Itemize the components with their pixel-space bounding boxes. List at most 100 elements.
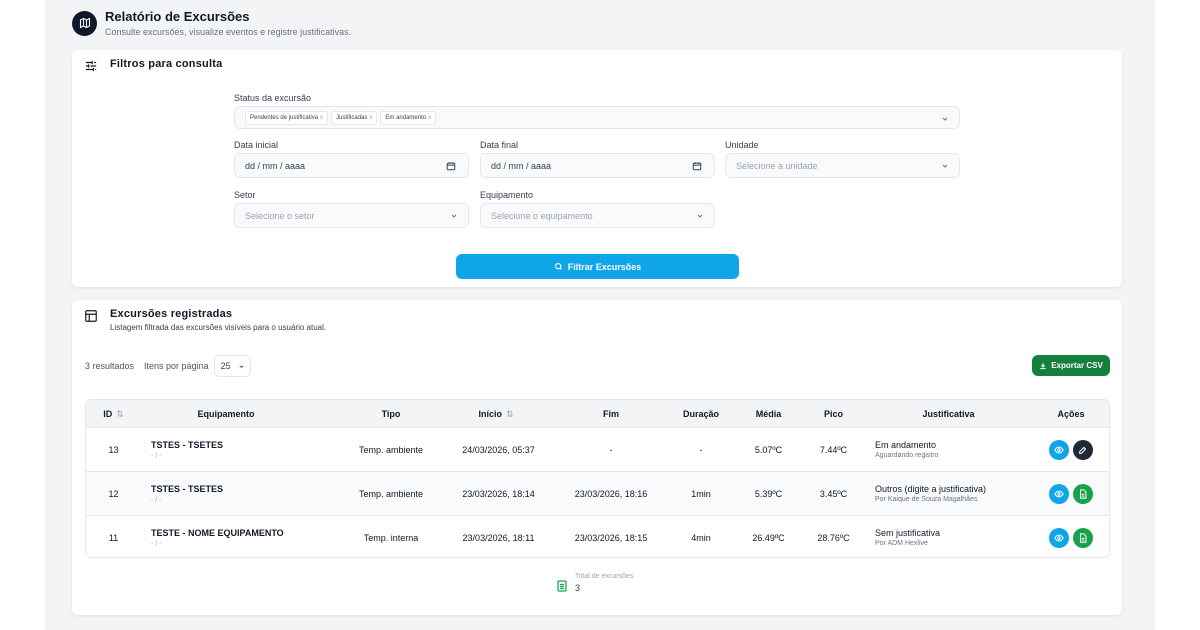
sort-icon[interactable]: ⇅: [505, 408, 514, 419]
cell-equipment: TSTES - TSETES - / -: [151, 439, 224, 460]
date-start-label: Data inicial: [234, 140, 279, 150]
sector-select[interactable]: Selecione o setor: [234, 203, 469, 228]
cell-justification: Outros (digite a justificativa) Por Kaiq…: [875, 484, 987, 503]
excursions-description: Listagem filtrada das excursões visíveis…: [110, 323, 327, 332]
status-chip[interactable]: Em andamento x: [380, 110, 437, 125]
date-start-input[interactable]: dd / mm / aaaa: [234, 153, 469, 178]
sliders-icon: [85, 60, 97, 72]
unit-select[interactable]: Selecione a unidade: [725, 153, 960, 178]
cell-type: Temp. ambiente: [358, 444, 424, 455]
chevron-down-icon: [942, 117, 948, 121]
status-chip[interactable]: Justificadas x: [331, 110, 378, 125]
per-page-label: Itens por página: [144, 361, 209, 371]
cell-start: 23/03/2026, 18:11: [462, 532, 535, 543]
search-icon: [554, 262, 562, 270]
col-duration: Duração: [682, 409, 719, 419]
cell-id: 12: [108, 488, 119, 499]
cell-justification: Sem justificativa Por ADM Hexlive: [875, 528, 941, 547]
excursions-title: Excursões registradas: [110, 308, 233, 320]
cell-end: 23/03/2026, 18:15: [574, 532, 648, 543]
cell-avg: 5.07ºC: [754, 444, 783, 455]
excursions-table: ID ⇅ Equipamento Tipo Início ⇅ Fim Duração…: [85, 399, 1110, 558]
chevron-down-icon: [697, 214, 703, 218]
excursions-header: Excursões registradas Listagem filtrada …: [84, 308, 326, 332]
total-summary: Total de excursões 3: [557, 573, 633, 593]
calendar-icon[interactable]: [446, 161, 456, 171]
calendar-icon[interactable]: [692, 161, 702, 171]
status-multiselect[interactable]: Pendentes de justificativa x Justificadas…: [234, 106, 960, 129]
unit-label: Unidade: [725, 140, 759, 150]
cell-avg: 26.49ºC: [752, 532, 785, 543]
page-subtitle: Consulte excursões, visualize eventos e …: [105, 27, 352, 37]
cell-peak: 7.44ºC: [819, 444, 848, 455]
cell-justification: Em andamento Aguardando registro: [875, 440, 939, 459]
app-header: Relatório de Excursões Consulte excursõe…: [72, 9, 351, 37]
table-icon: [85, 310, 97, 322]
sort-icon[interactable]: ⇅: [116, 408, 124, 419]
col-justification: Justificativa: [922, 409, 975, 419]
cell-actions: [1031, 472, 1109, 515]
table-row: 12 TSTES - TSETES - / - Temp. ambiente 2…: [86, 472, 1109, 516]
col-peak: Pico: [823, 409, 843, 419]
col-start[interactable]: Início ⇅: [478, 408, 514, 420]
chip-remove-icon[interactable]: x: [320, 114, 324, 121]
cell-equipment: TESTE - NOME EQUIPAMENTO - / -: [151, 527, 284, 548]
table-header: ID ⇅ Equipamento Tipo Início ⇅ Fim Duração…: [86, 400, 1109, 428]
cell-end: -: [609, 444, 613, 455]
equipment-select[interactable]: Selecione o equipamento: [480, 203, 715, 228]
download-icon: [1040, 362, 1046, 369]
cell-duration: 1min: [691, 488, 711, 499]
cell-actions: [1031, 428, 1109, 471]
cell-type: Temp. ambiente: [358, 488, 424, 499]
per-page-select[interactable]: 25: [213, 355, 251, 377]
col-id[interactable]: ID ⇅: [103, 408, 124, 420]
table-row: 11 TESTE - NOME EQUIPAMENTO - / - Temp. …: [86, 516, 1109, 557]
edit-button[interactable]: [1073, 439, 1093, 460]
cell-type: Temp. interna: [363, 532, 419, 543]
results-bar: 3 resultados Itens por página 25: [85, 355, 251, 377]
cell-actions: [1031, 516, 1109, 557]
cell-id: 11: [108, 532, 119, 543]
col-end: Fim: [602, 409, 619, 419]
col-equipment: Equipamento: [197, 409, 255, 419]
total-label: Total de excursões: [575, 573, 634, 580]
cell-equipment: TSTES - TSETES - / -: [151, 483, 224, 504]
excursions-card: Excursões registradas Listagem filtrada …: [72, 300, 1122, 615]
status-chip[interactable]: Pendentes de justificativa x: [245, 110, 329, 125]
cell-id: 13: [108, 444, 119, 455]
chevron-down-icon: [942, 164, 948, 168]
status-label: Status da excursão: [234, 93, 312, 103]
results-count: 3 resultados: [85, 361, 135, 371]
spreadsheet-icon: [557, 580, 567, 592]
total-value: 3: [575, 583, 581, 593]
chevron-down-icon: [239, 365, 244, 368]
filters-card: Filtros para consulta Status da excursão…: [72, 50, 1122, 287]
date-end-label: Data final: [480, 140, 519, 150]
cell-start: 24/03/2026, 05:37: [462, 444, 535, 455]
chip-remove-icon[interactable]: x: [369, 114, 373, 121]
chip-remove-icon[interactable]: x: [428, 114, 432, 121]
view-button[interactable]: [1049, 439, 1069, 460]
map-icon: [72, 10, 97, 36]
view-button[interactable]: [1049, 527, 1069, 548]
filter-button[interactable]: Filtrar Excursões: [456, 254, 739, 279]
cell-duration: 4min: [691, 532, 711, 543]
eye-icon: [1054, 446, 1064, 453]
table-row: 13 TSTES - TSETES - / - Temp. ambiente 2…: [86, 428, 1109, 472]
cell-avg: 5.39ºC: [754, 488, 783, 499]
cell-duration: -: [699, 444, 703, 455]
export-csv-button[interactable]: Exportar CSV: [1032, 355, 1110, 376]
document-icon: [1079, 488, 1087, 499]
cell-end: 23/03/2026, 18:16: [574, 488, 648, 499]
filters-header: Filtros para consulta: [84, 58, 222, 73]
eye-icon: [1054, 534, 1064, 541]
edit-icon: [1079, 446, 1087, 454]
document-button[interactable]: [1073, 527, 1093, 548]
document-button[interactable]: [1073, 483, 1093, 504]
date-end-input[interactable]: dd / mm / aaaa: [480, 153, 715, 178]
sector-label: Setor: [234, 190, 256, 200]
document-icon: [1079, 532, 1087, 543]
col-avg: Média: [755, 409, 782, 419]
col-actions: Ações: [1057, 409, 1085, 419]
view-button[interactable]: [1049, 483, 1069, 504]
